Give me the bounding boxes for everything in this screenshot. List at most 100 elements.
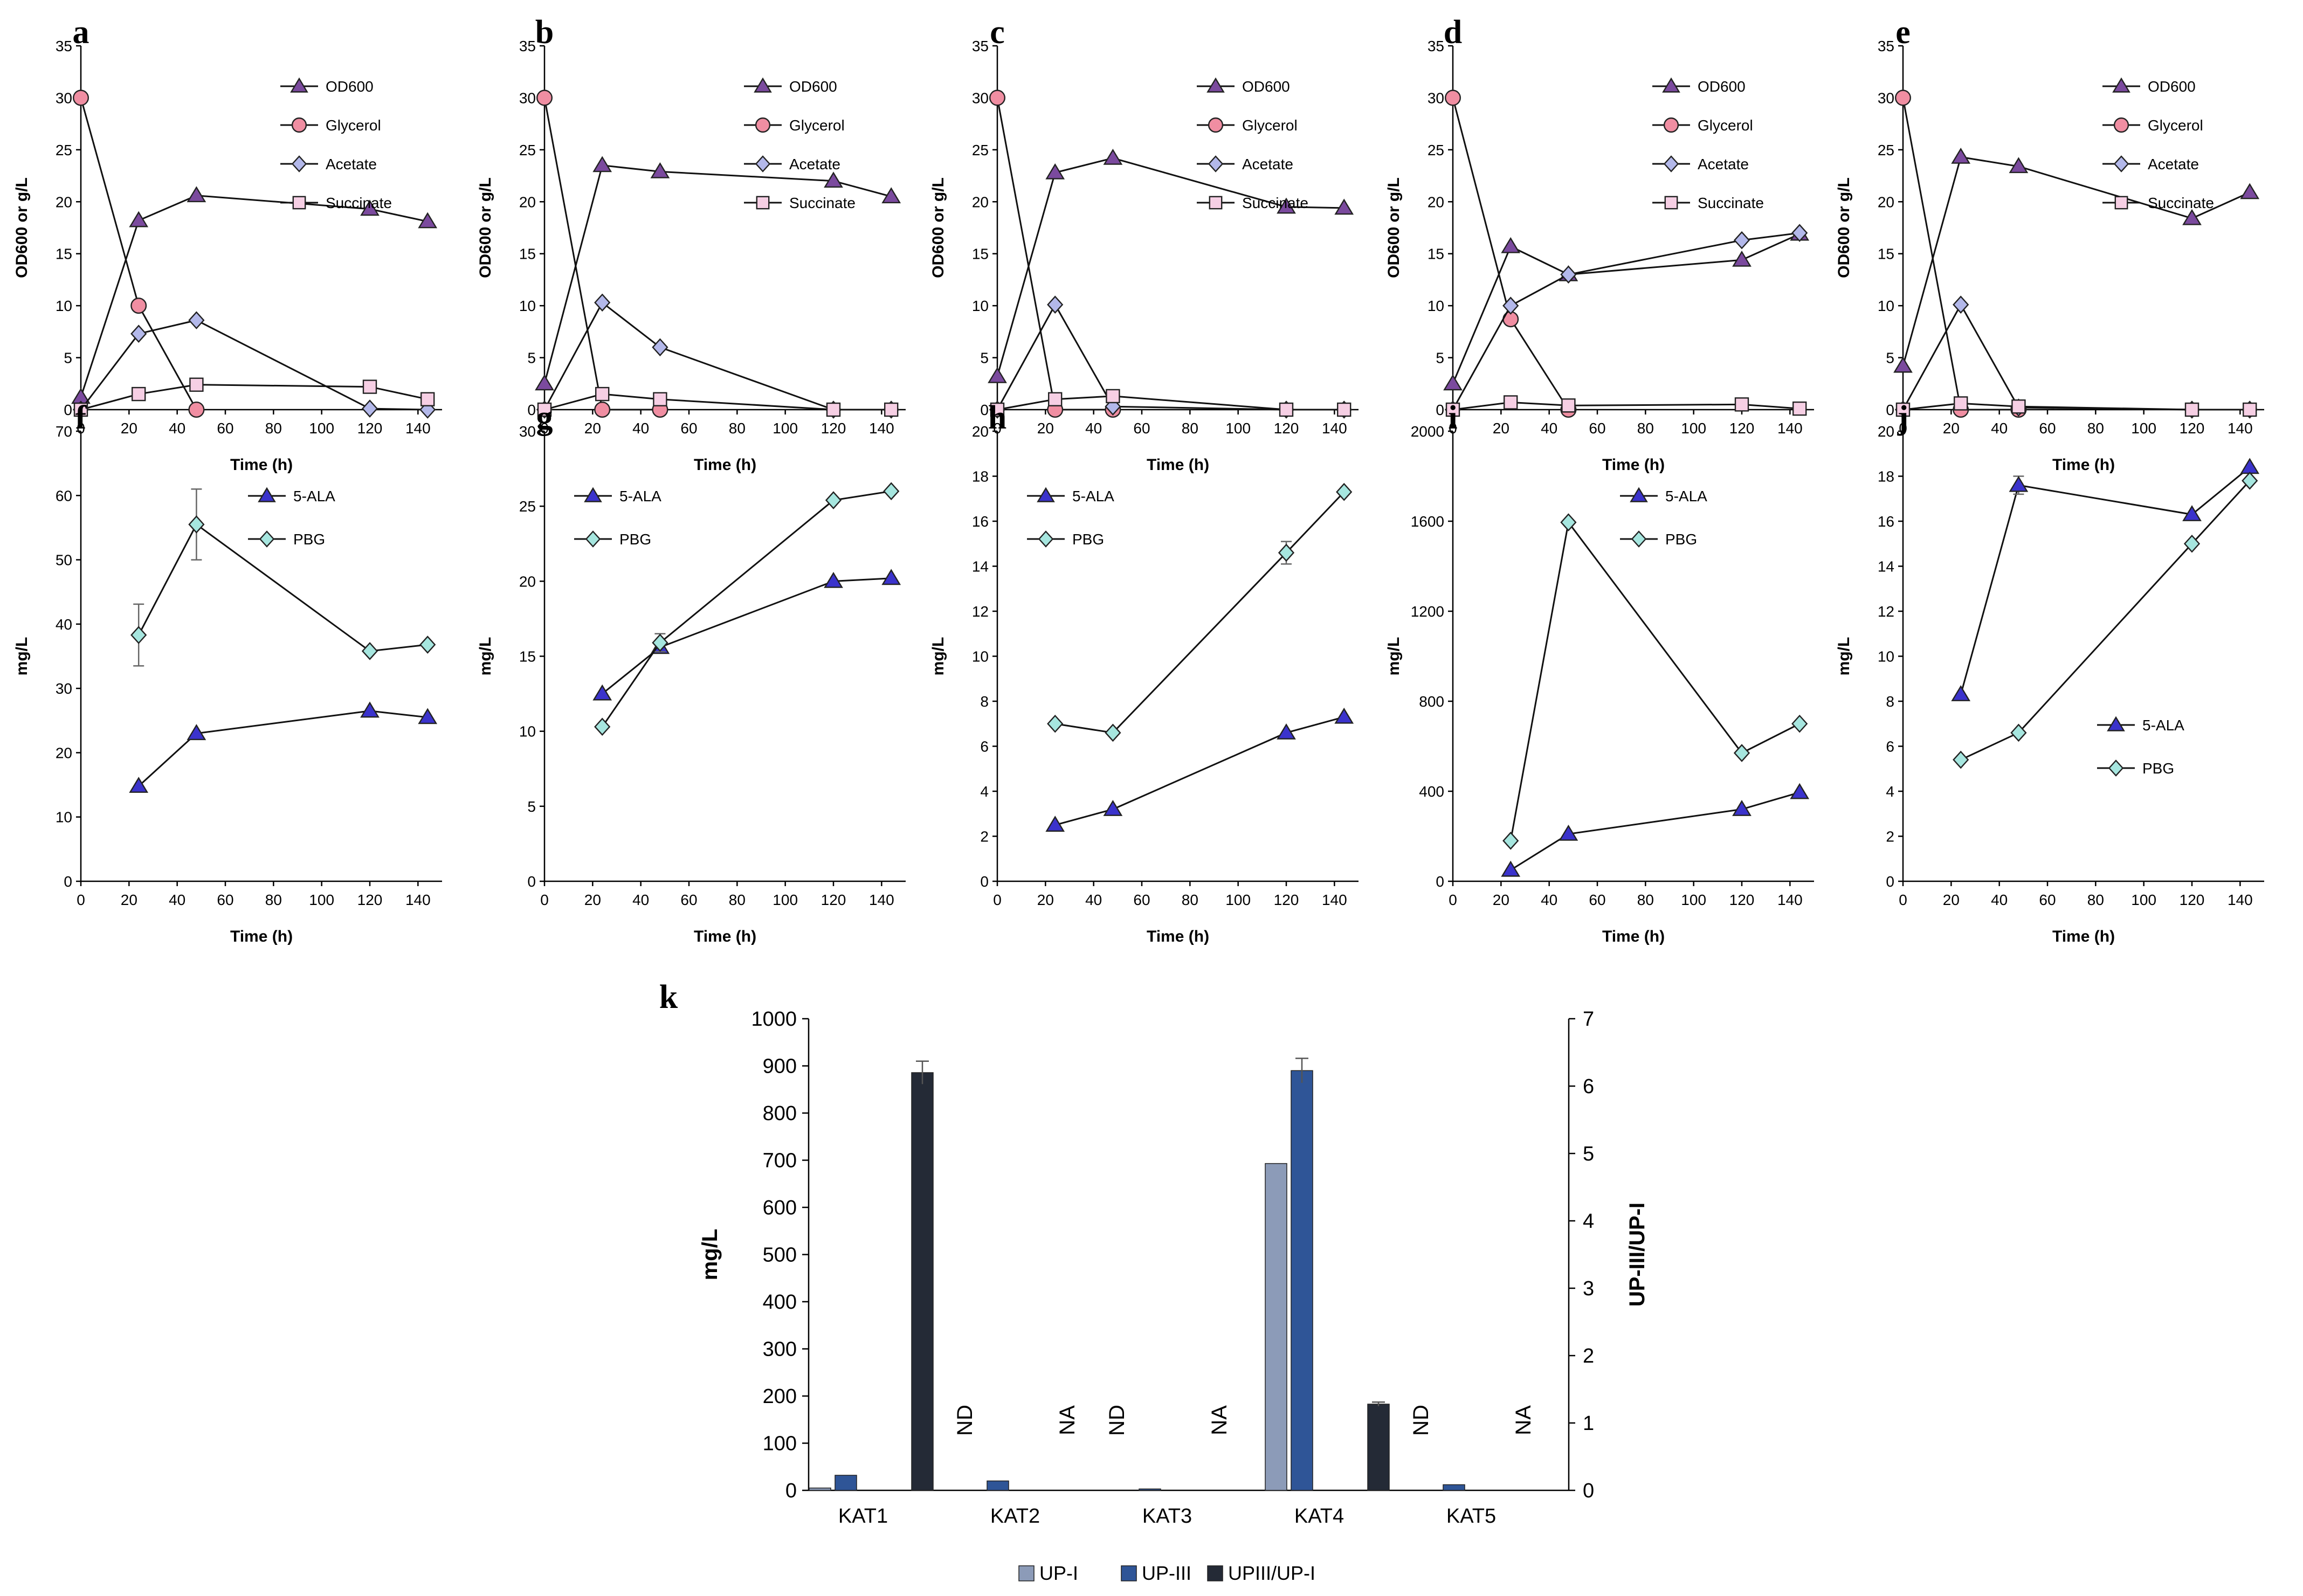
legend-marker-succinate [292,196,306,210]
legend-marker-succinate [756,196,770,210]
data-point-acetate [130,324,147,343]
x-tick-label: 20 [121,420,137,437]
x-tick-label: 20 [1037,892,1054,908]
bar-up-iii [1443,1484,1465,1491]
y-tick-label: 1200 [1411,603,1444,620]
panel-letter-e: e [1895,14,1911,51]
legend-label: OD600 [1698,78,1746,95]
x-tick-label: 100 [1681,892,1706,908]
y-tick-label: 60 [56,487,72,504]
y-tick-label: 0 [1436,402,1444,418]
panel-letter-g: g [536,399,553,436]
data-point-acetate [188,311,205,329]
data-point-succinate [1279,402,1294,417]
x-tick-label: 40 [1085,892,1102,908]
data-point-5-ala [1951,685,1971,701]
y2-tick-label: 3 [1583,1277,1594,1300]
data-point-pbg [1953,750,1969,769]
y-tick-label: 25 [1878,142,1894,158]
y-tick-label: 20 [972,423,989,440]
data-point-od600 [1951,148,1971,164]
legend-label: Glycerol [326,117,381,134]
y-tick-label: 400 [763,1291,797,1314]
panel-k: k 0 100 200 300 400 500 600 700 800 900 1000 0 1 2 3 4 5 6… [659,979,1649,1584]
y-tick-label: 4 [1886,783,1894,800]
data-point-od600 [187,186,206,203]
data-point-5-ala [1790,783,1810,799]
x-tick-label: 100 [2131,420,2156,437]
data-point-succinate [73,402,88,417]
y-tick-label: 0 [64,873,72,890]
y-tick-label: 0 [64,402,72,418]
data-point-pbg [1047,714,1064,733]
legend-swatch [1121,1565,1137,1581]
x-tick-label: 120 [1729,420,1755,437]
x-tick-label: 0 [1449,420,1457,437]
y-tick-label: 10 [519,723,536,740]
x-tick-label: 20 [121,892,137,908]
y-tick-label: 5 [1886,350,1894,367]
series-line-od600 [1452,233,1800,384]
data-point-acetate [361,399,378,418]
x-tick-label: 60 [217,420,233,437]
data-point-5-ala [1732,800,1752,816]
series-line-5-ala [602,577,892,695]
y-tick-label: 10 [1878,298,1894,314]
series-line-glycerol [80,98,197,410]
legend-marker-succinate [1664,196,1678,210]
data-point-succinate [1503,395,1518,410]
legend: OD600 Glycerol Acetate Succinate [744,77,856,211]
series-line-glycerol [996,98,1113,411]
x-tick-label: 80 [729,892,746,908]
x-tick-label: 80 [2087,892,2104,908]
data-point-acetate [1791,224,1808,242]
data-point-od600 [650,162,670,178]
x-tick-label: 100 [773,420,798,437]
x-tick-label: 0 [540,892,549,908]
y2-tick-label: 5 [1583,1143,1594,1165]
y-tick-label: 10 [1878,648,1894,665]
category-label: KAT4 [1294,1505,1344,1528]
y2-tick-label: 6 [1583,1075,1594,1098]
x-tick-label: 20 [584,892,601,908]
data-point-succinate [884,402,899,417]
x-tick-label: 20 [1943,892,1960,908]
series-line-5-ala [1510,791,1800,871]
y-tick-label: 1600 [1411,513,1444,530]
panel-b: b 0 5 10 15 20 25 30 35 0 20 40 60 80 100 120 140 Time (h… [477,14,906,474]
y-tick-label: 20 [519,194,536,210]
data-point-pbg [1733,744,1750,762]
legend-marker-5-ala [2107,716,2125,731]
y-tick-label: 50 [56,552,72,569]
data-point-succinate [1734,397,1749,412]
x-tick-label: 140 [1777,892,1803,908]
y-tick-label: 15 [519,246,536,262]
x-tick-label: 60 [2039,892,2056,908]
y-tick-label: 70 [56,423,72,440]
x-tick-label: 60 [2039,420,2056,437]
legend-label: Succinate [1242,195,1308,211]
data-point-5-ala [824,572,843,588]
x-axis-title: Time (h) [2052,928,2115,945]
legend-label: OD600 [789,78,837,95]
x-tick-label: 40 [1541,420,1557,437]
x-axis-title: Time (h) [230,928,293,945]
legend-marker-glycerol [291,117,307,133]
legend-marker-glycerol [1663,117,1679,133]
x-tick-label: 60 [680,420,697,437]
y-axis-title: mg/L [477,637,494,676]
y2-tick-label: 2 [1583,1345,1594,1367]
y-tick-label: 0 [785,1480,797,1502]
x-tick-label: 100 [1225,420,1251,437]
legend-marker-succinate [2114,196,2128,210]
nd-annotation: ND [953,1405,977,1436]
legend-marker-5-ala [258,487,276,502]
data-point-pbg [594,717,611,736]
x-tick-label: 80 [1637,892,1654,908]
x-tick-label: 120 [1729,892,1755,908]
y-tick-label: 0 [1886,402,1894,418]
data-point-pbg [1560,513,1577,531]
legend-label: UP-III [1142,1562,1191,1584]
legend-swatch [1207,1565,1223,1581]
